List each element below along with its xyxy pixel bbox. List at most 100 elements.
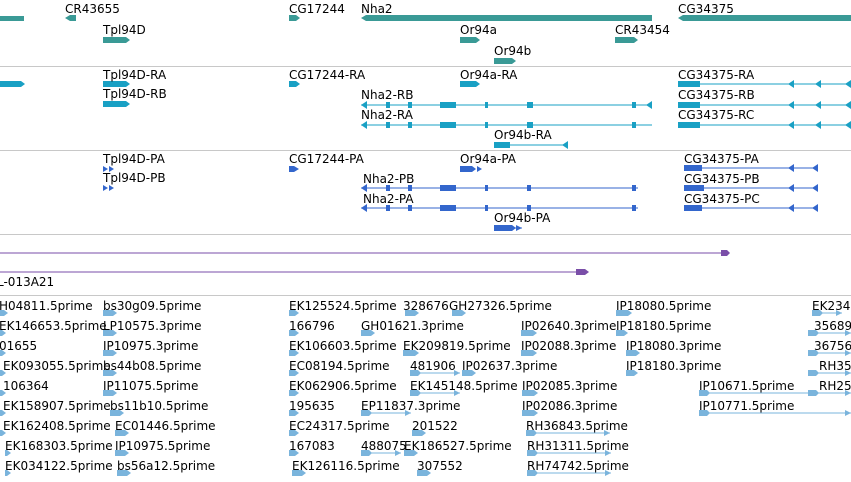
transcript-exon[interactable]	[485, 102, 488, 108]
est-glyph[interactable]	[521, 350, 537, 356]
protein-exon[interactable]	[485, 205, 488, 211]
est-glyph[interactable]	[412, 430, 426, 436]
est-glyph[interactable]	[103, 330, 117, 336]
est-glyph[interactable]	[115, 430, 129, 436]
protein-exon[interactable]	[386, 185, 390, 191]
transcript-label[interactable]: Or94b-RA	[494, 128, 552, 142]
est-glyph[interactable]	[462, 370, 476, 376]
gene-label[interactable]: Or94b	[494, 44, 532, 58]
est-label[interactable]: RH74742.5prime	[527, 459, 629, 473]
protein-label[interactable]: CG34375-PB	[684, 172, 760, 186]
est-glyph[interactable]	[0, 370, 6, 376]
est-label[interactable]: EK146653.5prime	[0, 319, 107, 333]
transcript-label[interactable]: CG34375-RB	[678, 88, 755, 102]
est-glyph[interactable]	[836, 310, 842, 316]
est-label[interactable]: EK158907.5prime	[3, 399, 111, 413]
est-glyph[interactable]	[289, 410, 299, 416]
transcript-label[interactable]: CG34375-RC	[678, 108, 755, 122]
est-glyph[interactable]	[527, 450, 538, 456]
est-label[interactable]: IP18180.5prime	[616, 319, 712, 333]
est-label[interactable]: RH35	[819, 359, 851, 373]
transcript-label[interactable]: CG34375-RA	[678, 68, 755, 82]
est-label[interactable]: 36756	[814, 339, 851, 353]
protein-glyph[interactable]	[361, 184, 367, 192]
est-label[interactable]: LP10575.3prime	[103, 319, 202, 333]
protein-label[interactable]: Nha2-PA	[363, 192, 414, 206]
protein-glyph[interactable]	[103, 185, 114, 191]
est-glyph[interactable]	[845, 390, 851, 396]
est-glyph[interactable]	[812, 310, 823, 316]
est-glyph[interactable]	[289, 390, 299, 396]
est-label[interactable]: 01655	[0, 339, 38, 353]
transcript-exon[interactable]	[632, 102, 636, 108]
transcript-exon[interactable]	[527, 102, 533, 108]
transcript-glyph[interactable]	[815, 80, 821, 88]
protein-exon[interactable]	[632, 205, 636, 211]
transcript-glyph[interactable]	[646, 101, 652, 109]
est-glyph[interactable]	[410, 370, 421, 376]
est-glyph[interactable]	[521, 330, 537, 336]
transcript-glyph[interactable]	[788, 80, 794, 88]
est-label[interactable]: 328676	[403, 299, 449, 313]
transcript-exon[interactable]	[632, 122, 636, 128]
est-glyph[interactable]	[103, 350, 117, 356]
est-label[interactable]: 35689	[814, 319, 851, 333]
est-label[interactable]: H04811.5prime	[0, 299, 93, 313]
est-label[interactable]: IP02637.3prime	[462, 359, 558, 373]
est-glyph[interactable]	[115, 450, 129, 456]
protein-glyph[interactable]	[460, 166, 482, 172]
protein-exon[interactable]	[440, 205, 456, 211]
gene-glyph[interactable]	[103, 37, 130, 43]
est-glyph[interactable]	[0, 350, 6, 356]
est-label[interactable]: bs44b08.5prime	[103, 359, 202, 373]
est-glyph[interactable]	[405, 410, 411, 416]
transcript-exon[interactable]	[440, 102, 456, 108]
est-label[interactable]: EK234	[812, 299, 851, 313]
transcript-label[interactable]: Tpl94D-RB	[103, 87, 167, 101]
protein-exon[interactable]	[684, 165, 702, 171]
transcript-glyph[interactable]	[845, 80, 851, 88]
est-label[interactable]: EK093055.5prime	[3, 359, 111, 373]
est-label[interactable]: EP11837.3prime	[361, 399, 461, 413]
est-label[interactable]: 201522	[412, 419, 458, 433]
est-label[interactable]: IP18080.3prime	[626, 339, 722, 353]
protein-glyph[interactable]	[103, 166, 114, 172]
transcript-exon[interactable]	[386, 102, 390, 108]
est-glyph[interactable]	[110, 410, 124, 416]
protein-glyph[interactable]	[289, 166, 299, 172]
est-glyph[interactable]	[605, 470, 611, 476]
transcript-exon[interactable]	[678, 81, 700, 87]
est-label[interactable]: RH36843.5prime	[526, 419, 628, 433]
est-label[interactable]: 307552	[417, 459, 463, 473]
est-glyph[interactable]	[5, 450, 11, 456]
protein-label[interactable]: Tpl94D-PB	[103, 171, 166, 185]
est-glyph[interactable]	[808, 370, 819, 376]
gene-glyph[interactable]	[460, 37, 480, 43]
est-label[interactable]: 481906	[410, 359, 456, 373]
est-label[interactable]: IP10671.5prime	[699, 379, 795, 393]
est-label[interactable]: IP02088.3prime	[521, 339, 617, 353]
est-glyph[interactable]	[699, 390, 710, 396]
est-glyph[interactable]	[808, 350, 819, 356]
est-label[interactable]: EK186527.5prime	[404, 439, 512, 453]
est-label[interactable]: RH31311.5prime	[527, 439, 629, 453]
protein-exon[interactable]	[408, 185, 412, 191]
est-glyph[interactable]	[699, 410, 710, 416]
est-label[interactable]: bs56a12.5prime	[117, 459, 216, 473]
clone-end[interactable]	[576, 269, 589, 275]
est-glyph[interactable]	[845, 330, 851, 336]
est-label[interactable]: EK209819.5prime	[403, 339, 511, 353]
protein-exon[interactable]	[440, 185, 456, 191]
est-label[interactable]: GH01621.3prime	[361, 319, 464, 333]
protein-glyph[interactable]	[494, 225, 522, 231]
est-glyph[interactable]	[452, 310, 466, 316]
gene-label[interactable]: Nha2	[361, 2, 393, 16]
gene-glyph[interactable]	[361, 15, 652, 21]
gene-glyph[interactable]	[678, 15, 851, 21]
est-glyph[interactable]	[410, 390, 421, 396]
est-glyph[interactable]	[289, 310, 299, 316]
est-glyph[interactable]	[361, 450, 372, 456]
gene-glyph[interactable]	[289, 15, 300, 21]
est-glyph[interactable]	[526, 430, 537, 436]
est-label[interactable]: EK062906.5prime	[289, 379, 397, 393]
